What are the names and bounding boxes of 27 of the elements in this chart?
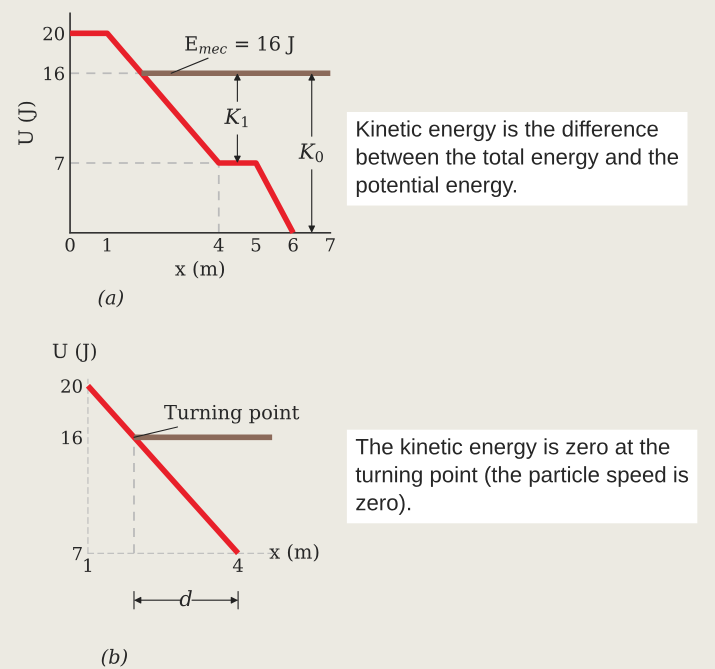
x-tick-label: 1 [104,238,110,252]
x-axis-title: x (m) [175,260,224,279]
y-tick-label: 16 [62,430,82,444]
text: The kinetic energy is zero at the turning point (the particle speed is zero). [356,438,688,515]
x-tick-label: 0 [66,238,75,252]
x-tick-label: 1 [84,558,92,572]
x-tick-label: 6 [288,238,298,252]
series-label: E$_{mec}$ = 16 J [185,36,294,55]
y-tick-label: 7 [73,546,82,560]
x-tick-label: 4 [232,558,243,572]
text: (a) [98,290,123,308]
y-tick-label: 20 [43,26,64,40]
annotation: K$_{0}$ [298,144,323,162]
y-axis-title: U (J) [52,343,96,362]
y-tick-label: 7 [55,156,64,170]
x-tick-label: 7 [326,238,335,252]
text: (b) [102,648,127,667]
annotation: Turning point [164,404,300,424]
annotation: K$_{1}$ [224,108,248,128]
y-tick-label: 20 [61,379,82,393]
y-tick-label: 16 [44,66,64,80]
x-tick-label: 5 [252,238,260,252]
text: Kinetic energy is the difference between the total energy and the potential energy. [356,120,678,198]
x-axis-title: x (m) [269,544,318,562]
text: d [180,590,192,606]
y-axis-title: U (J) [18,102,37,145]
x-tick-label: 4 [214,238,224,252]
